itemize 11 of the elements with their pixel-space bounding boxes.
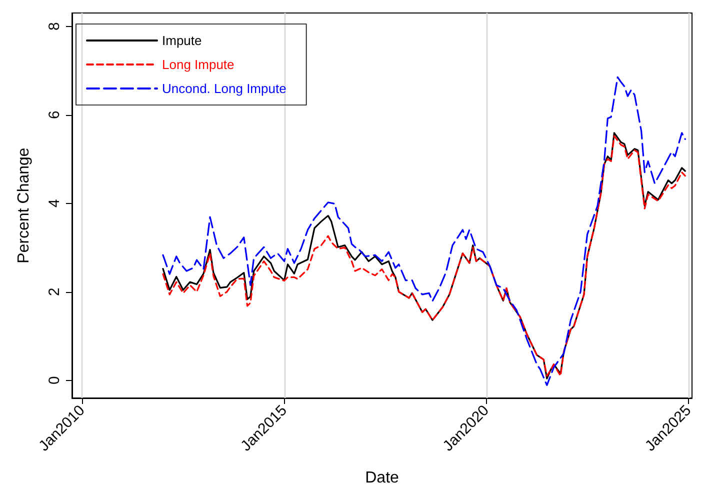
y-tick-label: 4 — [46, 199, 63, 208]
text: Uncond. Long Impute — [162, 81, 286, 96]
text: Long Impute — [162, 57, 234, 72]
y-tick-label: 2 — [46, 288, 63, 296]
y-tick-label: 8 — [46, 22, 63, 30]
y-tick-label: 6 — [46, 110, 63, 119]
text: Impute — [162, 33, 202, 48]
y-tick-label: 0 — [46, 376, 63, 384]
x-axis-title: Date — [365, 470, 400, 486]
line-series — [162, 76, 686, 386]
y-axis-title: Percent Change — [16, 148, 32, 264]
